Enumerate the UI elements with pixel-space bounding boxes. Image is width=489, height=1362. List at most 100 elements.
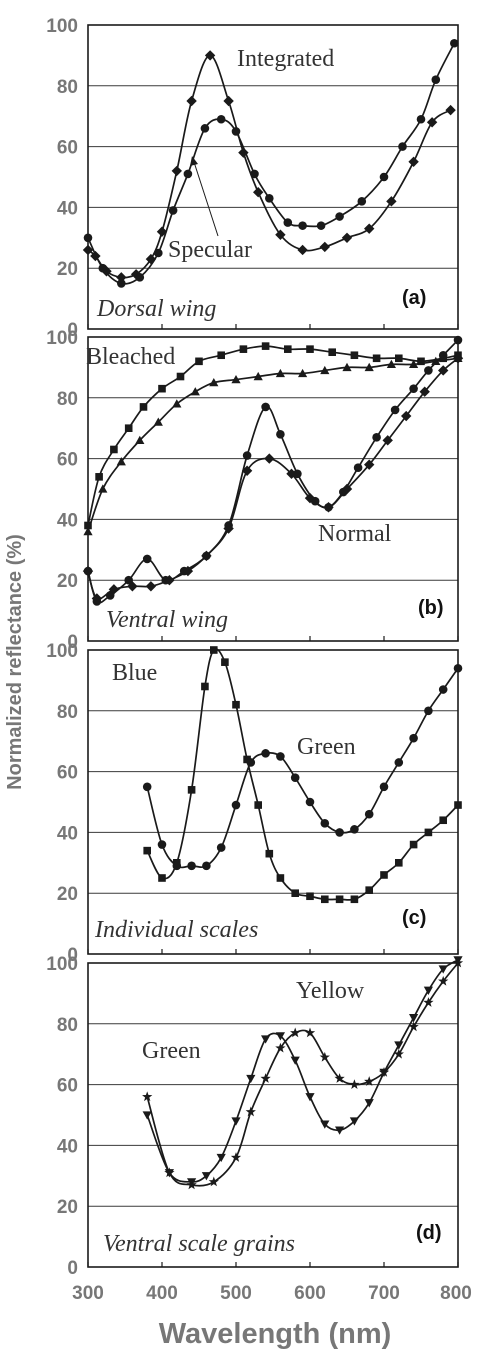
panel-a-series-1-point [82,244,94,256]
panel-d-series-1-point [335,1126,345,1135]
panel-c-series-2-point [379,782,389,792]
panel-c-label-blue: Blue [112,660,157,686]
y-tick-label: 60 [57,450,78,471]
panel-b-series-2-point [409,359,419,369]
panel-b-series-4-point [182,565,194,577]
panel-b-series-3-point [372,433,381,442]
panel-c-series-2-point [231,800,241,810]
panel-b-label-normal: Normal [318,521,392,547]
panel-a-series-2-point [335,212,344,221]
y-tick-label: 0 [67,945,78,966]
panel-d-series-2-point [164,1167,175,1178]
panel-d-series-2-point [364,1076,375,1086]
panel-b-series-4-point [201,550,212,562]
x-axis-ticks: 300 400 500 600 700 800 [72,1283,472,1304]
panel-d-series-1-point [290,1056,300,1065]
panel-b-series-4-point [91,593,103,604]
panel-c-series-2-point [305,797,315,807]
panel-d-frame [87,962,459,1268]
panel-d-series-1-point [216,1153,226,1163]
panel-b-series-4-point [382,435,393,446]
x-tick-label: 500 [220,1283,252,1304]
panel-d-series-1-point [305,1093,315,1102]
panel-a-series-1-point [204,50,216,61]
panel-a-series [82,38,459,288]
panel-b-series-1-point [95,473,103,481]
panel-b-series-4-point [286,468,297,479]
panel-b-series-2-point [298,368,308,378]
panel-b-series-1-point [261,342,270,350]
y-tick-label: 40 [57,823,78,844]
panel-b-series-3-line [87,339,459,604]
panel-a-series-1-point [116,272,127,283]
panel-b-series-2-point [153,417,163,426]
panel-b-series-4-point [164,575,175,586]
panel-a-series-2-point [135,273,145,282]
panel-b-series-3-point [124,575,133,585]
panel-d: 0 20 40 60 80 100 Yellow Green Ventral scale … [46,954,464,1279]
panel-a-y-ticks: 0 20 40 60 80 100 [46,16,78,341]
panel-a-series-2-point [298,221,307,230]
panel-a-series-1-point [223,95,234,107]
panel-b-series-1-point [217,351,225,360]
panel-b-grid [87,336,459,642]
panel-a-series-1-point [445,104,456,116]
panel-b-series-3-point [390,405,400,415]
panel-b-series-1-point [158,384,166,393]
panel-d-series-2-point [208,1176,219,1187]
panel-c-series-1-point [291,889,299,897]
panel-b-series-1-point [395,354,403,363]
panel-a-series-2-point [357,197,367,206]
panel-a-series-2-point [154,248,163,258]
panel-d-series-1-point [394,1041,404,1050]
panel-b-letter: (b) [418,597,444,619]
panel-b-series-4-point [223,523,234,534]
panel-c-series-2-point [335,828,344,837]
y-tick-label: 60 [57,763,78,784]
panel-b-series-3-point [353,463,363,473]
panel-a-series-2-point [216,114,226,124]
panel-b-series-4-point [304,492,316,504]
y-tick-label: 80 [57,77,78,98]
panel-c-series-2-point [261,749,270,758]
panel-b-series-1-point [350,351,359,360]
panel-d-series-1-point [438,965,448,974]
y-tick-label: 20 [57,259,78,280]
panel-a-series-1-point [253,187,264,198]
panel-b-series-4-point [241,465,253,476]
panel-b-series-1-point [139,403,148,411]
panel-b-series-2-point [320,365,330,375]
panel-a-series-1-line [87,54,452,279]
y-axis-title: Normalized reflectance (%) [4,534,26,790]
panel-d-series-1-point [142,1111,152,1120]
panel-d-series-2-point [378,1067,390,1077]
panel-b-series-1-point [372,354,381,363]
y-tick-label: 20 [57,571,78,592]
panel-b-series-2-point [275,368,285,378]
panel-a-series-2-point [265,193,274,203]
panel-b-series-2-point [364,362,374,372]
panel-c-series-2-point [172,861,182,871]
panel-c-series-1-point [424,828,433,837]
panel-c-series-1-point [321,895,329,904]
y-tick-label: 0 [67,632,78,653]
panel-b-series-4-point [82,565,94,577]
panel-a-series-2-point [231,127,241,136]
panel-b-frame [87,336,459,642]
panel-d-label-green: Green [142,1038,201,1064]
panel-a-series-2-line [87,42,456,285]
panel-d-series-2-point [408,1021,419,1032]
panel-d-series-2-point [260,1073,271,1083]
x-tick-label: 300 [72,1283,104,1304]
panel-b-series-2-point [83,526,93,536]
panel-b-series-2-point [209,378,219,387]
panel-d-series-2-point [393,1048,404,1059]
panel-c-series-1-point [335,895,344,904]
x-axis-title: Wavelength (nm) [159,1318,392,1350]
panel-a-series-2-point [416,114,426,124]
y-tick-label: 60 [57,138,78,159]
panel-a-series-1-point [386,196,397,207]
panel-b-series-2-point [253,371,263,381]
panel-a-series-2-point [250,169,259,179]
panel-d-series-2-point [230,1152,242,1162]
